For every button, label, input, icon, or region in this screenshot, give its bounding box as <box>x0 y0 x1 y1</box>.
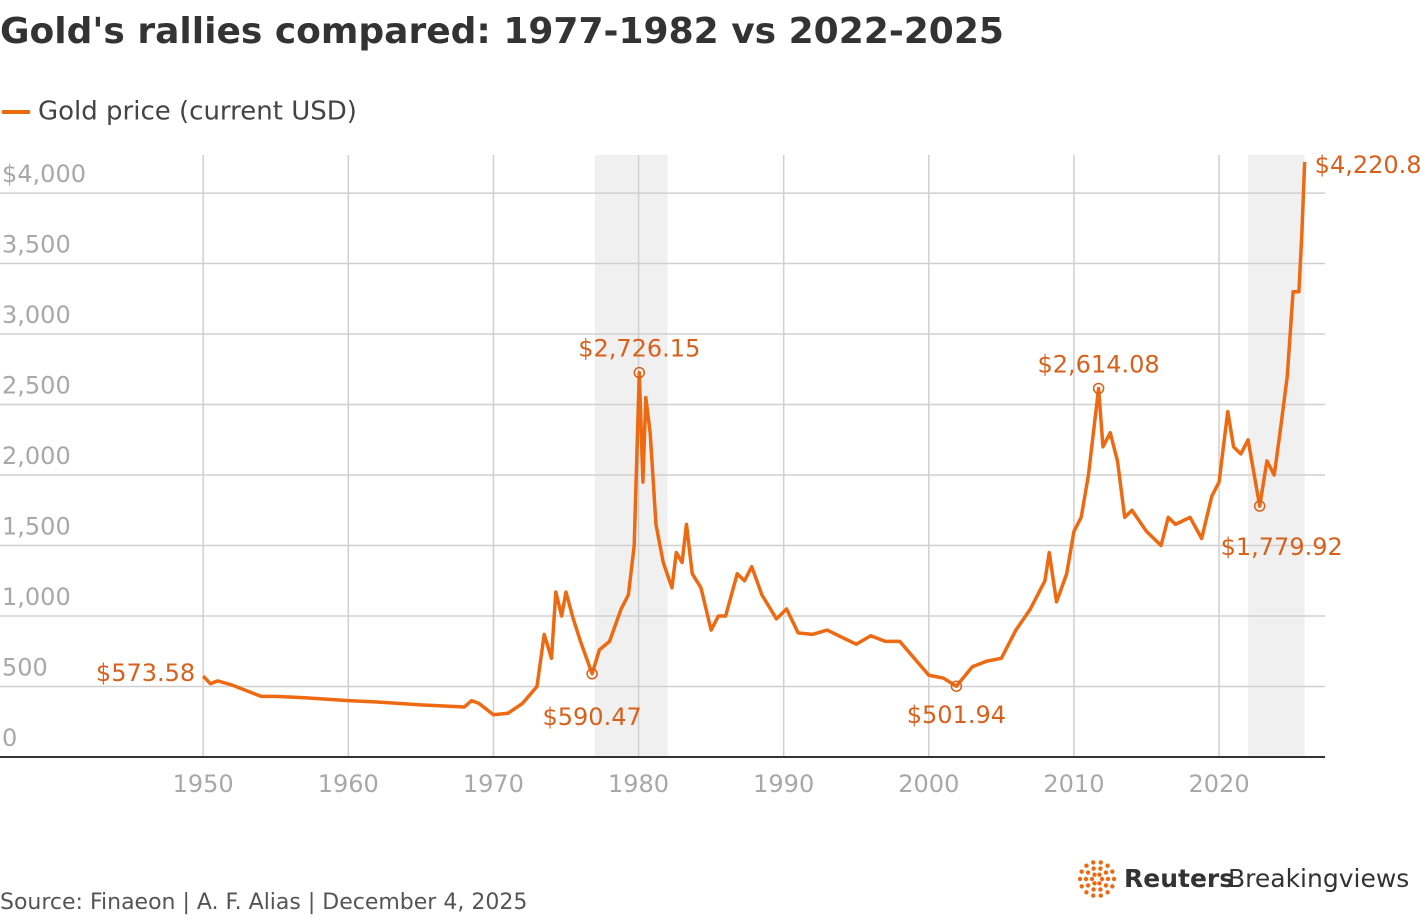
shaded-range <box>595 155 668 757</box>
annotation-label: $2,614.08 <box>1038 350 1160 378</box>
logo-icon <box>1077 860 1117 898</box>
logo-dot <box>1098 866 1103 871</box>
logo-dot <box>1084 863 1089 868</box>
x-tick-label: 1970 <box>463 770 524 798</box>
logo-dot <box>1079 884 1084 889</box>
logo-dot <box>1105 876 1111 882</box>
y-tick-label: 500 <box>2 654 48 682</box>
logo-dot <box>1091 860 1096 865</box>
annotation-label: $573.58 <box>96 659 195 687</box>
logo-dot <box>1098 893 1103 898</box>
logo-brand: Reuters <box>1124 864 1234 893</box>
logo-dot <box>1077 876 1083 882</box>
logo-dot <box>1103 870 1109 875</box>
annotation-marker <box>950 680 963 692</box>
annotation-marker <box>633 366 646 379</box>
logo-dot <box>1092 881 1097 886</box>
logo-dot <box>1099 876 1105 882</box>
annotation-marker <box>1092 382 1105 395</box>
logo-dot <box>1110 869 1115 874</box>
logo-dot <box>1089 876 1095 882</box>
line <box>201 161 1307 717</box>
logo-dot <box>1110 884 1115 889</box>
y-tick-label: 3,000 <box>2 301 71 329</box>
logo-dot <box>1091 866 1096 871</box>
logo-dot <box>1105 863 1110 868</box>
logo-dot <box>1111 876 1117 882</box>
logo-dot <box>1085 870 1091 875</box>
x-tick-label: 2020 <box>1189 770 1250 798</box>
logo-dot <box>1079 869 1084 874</box>
x-tick-label: 2000 <box>898 770 959 798</box>
logo-dot <box>1085 883 1091 888</box>
legend-label: Gold price (current USD) <box>38 97 357 127</box>
y-tick-label: 2,000 <box>2 442 71 470</box>
x-tick-label: 2010 <box>1043 770 1104 798</box>
x-tick-label: 1960 <box>318 770 379 798</box>
y-tick-label: 1,500 <box>2 513 71 541</box>
annotation-label: $501.94 <box>907 701 1006 729</box>
annotation-marker <box>586 668 598 680</box>
y-tick-label: $4,000 <box>2 160 86 188</box>
x-tick-label: 1980 <box>608 770 669 798</box>
logo-dot <box>1083 876 1089 882</box>
logo-dot <box>1098 887 1103 892</box>
logo-dot <box>1091 887 1096 892</box>
annotation-label: $590.47 <box>542 703 641 731</box>
logo-product: Breakingviews <box>1228 864 1409 893</box>
chart-title: Gold's rallies compared: 1977-1982 vs 20… <box>0 11 1004 52</box>
y-tick-label: 0 <box>2 724 17 752</box>
y-tick-label: 3,500 <box>2 231 71 259</box>
source: Source: Finaeon | A. F. Alias | December… <box>0 890 527 915</box>
annotation-label: $1,779.92 <box>1221 533 1343 561</box>
logo-dot <box>1103 883 1109 888</box>
annotation-label: $4,220.8 <box>1315 151 1420 179</box>
logo-dot <box>1091 893 1096 898</box>
logo-dot <box>1098 860 1103 865</box>
logo-dot <box>1097 881 1102 886</box>
logo-dot <box>1092 872 1097 877</box>
y-tick-label: 2,500 <box>2 372 71 400</box>
logo-dot <box>1097 872 1102 877</box>
logo-dot <box>1105 890 1110 895</box>
x-tick-label: 1990 <box>753 770 814 798</box>
logo-dot <box>1084 890 1089 895</box>
x-tick-label: 1950 <box>173 770 234 798</box>
annotation-marker <box>1253 500 1266 512</box>
y-tick-label: 1,000 <box>2 583 71 611</box>
annotation-label: $2,726.15 <box>578 335 700 363</box>
